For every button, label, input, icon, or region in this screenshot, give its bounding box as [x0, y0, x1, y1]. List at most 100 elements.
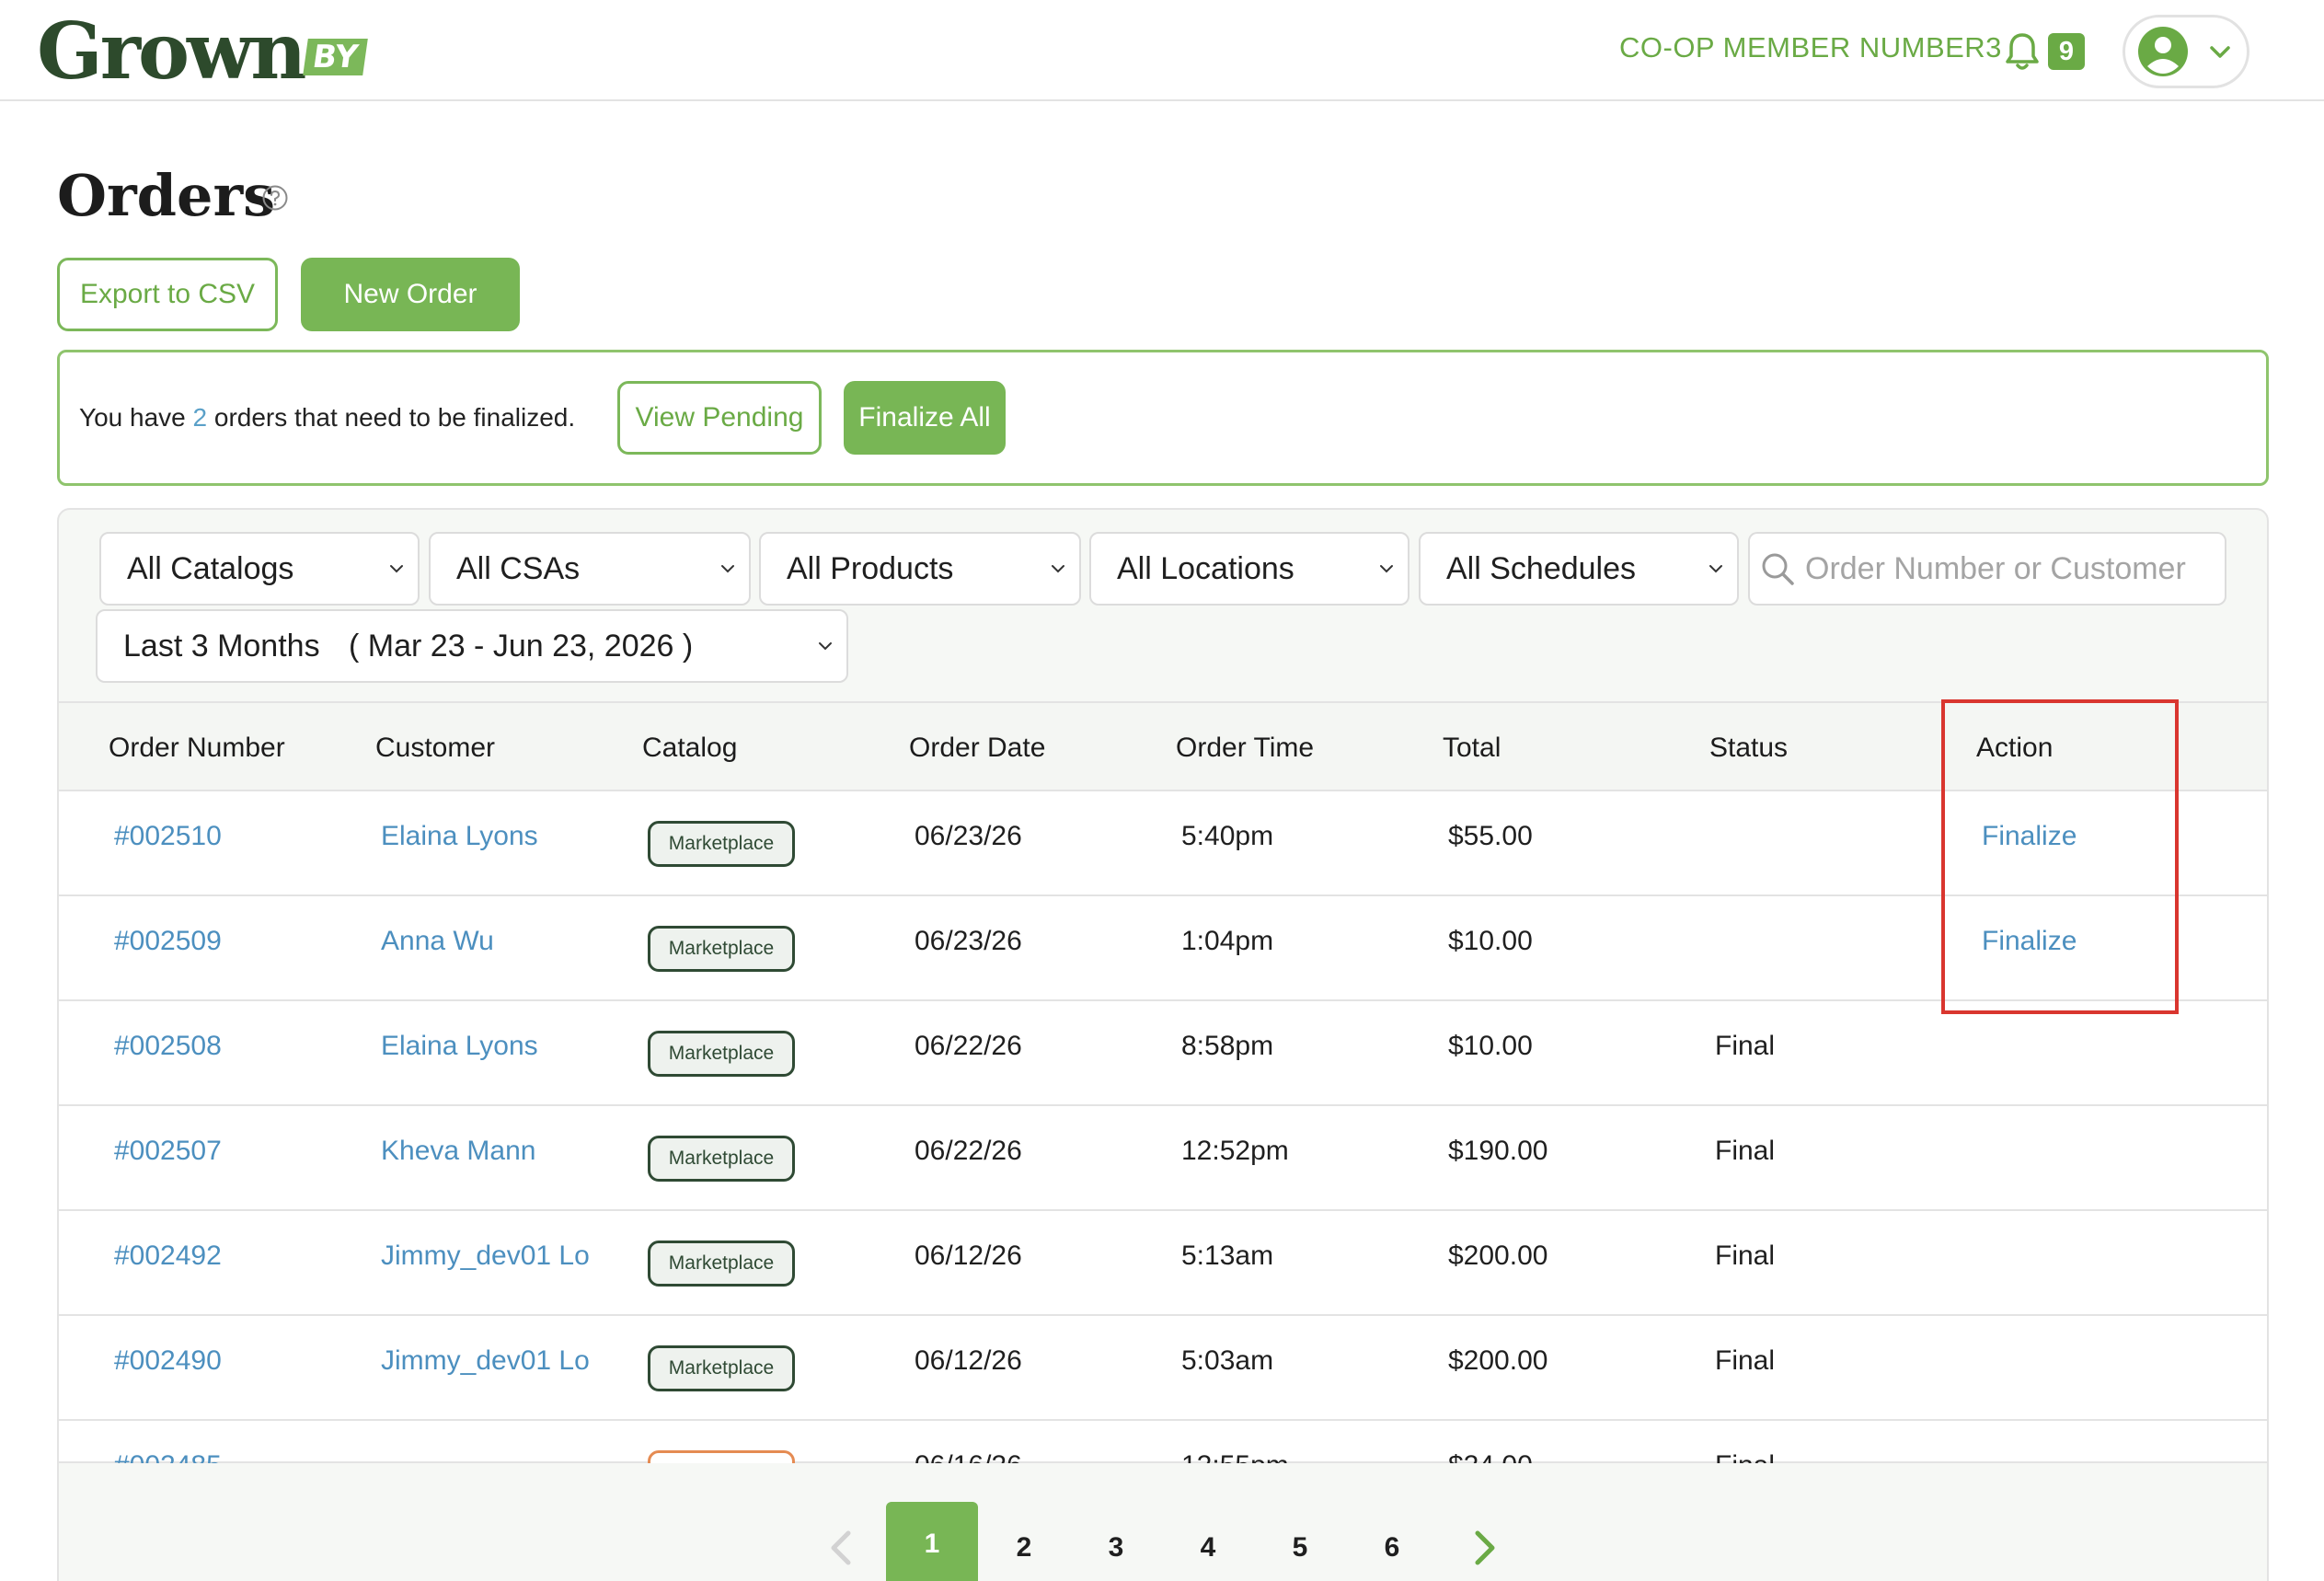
catalog-badge: Marketplace	[648, 1031, 795, 1077]
schedule-filter-select[interactable]: All Schedules	[1419, 532, 1739, 606]
order-time: 12:55pm	[1181, 1450, 1289, 1463]
page-1-button[interactable]: 1	[886, 1502, 978, 1581]
csa-filter-select[interactable]: All CSAs	[429, 532, 751, 606]
new-order-button[interactable]: New Order	[301, 258, 520, 331]
customer-link[interactable]: Jimmy_dev01 Lo	[381, 1241, 590, 1271]
next-page-icon[interactable]	[1468, 1528, 1501, 1568]
notification-count-badge[interactable]: 9	[2048, 33, 2085, 70]
export-csv-button[interactable]: Export to CSV	[57, 258, 278, 331]
order-number-link[interactable]: #002485	[114, 1450, 222, 1463]
order-status: Final	[1715, 1031, 1776, 1061]
page-6-button[interactable]: 6	[1384, 1532, 1400, 1563]
order-status: Final	[1715, 1345, 1776, 1376]
table-row	[59, 791, 2267, 896]
finalize-notice-banner	[57, 350, 2269, 486]
order-date: 06/22/26	[915, 1136, 1022, 1166]
order-time: 5:40pm	[1181, 821, 1274, 851]
logo-wordmark: Grown	[37, 6, 306, 97]
top-header	[0, 0, 2324, 101]
column-header-status[interactable]: Status	[1709, 733, 1789, 763]
view-pending-button[interactable]: View Pending	[617, 381, 822, 455]
customer-link[interactable]: Kheva Mann	[381, 1136, 536, 1166]
member-name[interactable]: CO-OP MEMBER NUMBER3	[1619, 31, 2002, 63]
location-filter-value: All Locations	[1117, 551, 1294, 586]
page-5-button[interactable]: 5	[1292, 1532, 1308, 1563]
notice-text-before: You have	[79, 403, 193, 432]
order-date: 06/12/26	[915, 1345, 1022, 1376]
table-row	[59, 1316, 2267, 1421]
order-number-link[interactable]: #002510	[114, 821, 222, 851]
order-status: Final	[1715, 1136, 1776, 1166]
page-3-button[interactable]: 3	[1108, 1532, 1124, 1563]
column-header-catalog[interactable]: Catalog	[642, 733, 738, 763]
chevron-down-icon	[1052, 565, 1064, 573]
column-header-customer[interactable]: Customer	[375, 733, 496, 763]
customer-link[interactable]: Anna Wu	[381, 926, 494, 956]
order-total: $200.00	[1448, 1241, 1548, 1271]
order-number-link[interactable]: #002492	[114, 1241, 222, 1271]
column-header-order-number[interactable]: Order Number	[109, 733, 285, 763]
previous-page-icon[interactable]	[824, 1528, 857, 1568]
catalog-filter-select[interactable]: All Catalogs	[99, 532, 420, 606]
table-row	[59, 1211, 2267, 1316]
logo-by-tag: BY	[303, 39, 368, 75]
order-date: 06/16/26	[915, 1450, 1022, 1463]
grownby-logo[interactable]: Grown BY	[37, 6, 368, 97]
order-date: 06/22/26	[915, 1031, 1022, 1061]
action-column-highlight	[1941, 699, 2179, 1014]
chevron-down-icon	[1709, 565, 1722, 573]
bell-icon[interactable]	[2004, 31, 2041, 72]
table-row-partial	[59, 1421, 2267, 1463]
chevron-down-icon	[721, 565, 734, 573]
location-filter-select[interactable]: All Locations	[1089, 532, 1409, 606]
finalize-all-button[interactable]: Finalize All	[844, 381, 1006, 455]
column-header-order-time[interactable]: Order Time	[1176, 733, 1315, 763]
product-filter-select[interactable]: All Products	[759, 532, 1081, 606]
partial-row-clip: #002485 06/16/26 12:55pm $24.00 Final	[59, 1421, 2267, 1463]
table-row	[59, 896, 2267, 1001]
customer-link[interactable]: Elaina Lyons	[381, 1031, 538, 1061]
order-total: $55.00	[1448, 821, 1533, 851]
order-number-link[interactable]: #002490	[114, 1345, 222, 1376]
customer-link[interactable]: Jimmy_dev01 Lo	[381, 1345, 590, 1376]
date-range-select[interactable]: Last 3 Months ( Mar 23 - Jun 23, 2026 )	[96, 609, 848, 683]
product-filter-value: All Products	[787, 551, 954, 586]
csa-filter-value: All CSAs	[456, 551, 581, 586]
order-date: 06/23/26	[915, 926, 1022, 956]
chevron-down-icon	[390, 565, 403, 573]
order-time: 5:13am	[1181, 1241, 1274, 1271]
user-avatar-icon	[2138, 27, 2188, 76]
column-header-order-date[interactable]: Order Date	[909, 733, 1046, 763]
order-total: $24.00	[1448, 1450, 1533, 1463]
table-row	[59, 1106, 2267, 1211]
order-number-link[interactable]: #002509	[114, 926, 222, 956]
finalize-link[interactable]: Finalize	[1982, 926, 2077, 956]
page-2-button[interactable]: 2	[1016, 1532, 1032, 1563]
order-total: $190.00	[1448, 1136, 1548, 1166]
finalize-notice-text: You have 2 orders that need to be finali…	[79, 403, 575, 433]
order-number-link[interactable]: #002508	[114, 1031, 222, 1061]
order-time: 8:58pm	[1181, 1031, 1274, 1061]
page-4-button[interactable]: 4	[1200, 1532, 1216, 1563]
order-search-input[interactable]	[1805, 537, 2219, 600]
chevron-down-icon	[819, 642, 832, 651]
order-status: Final	[1715, 1241, 1776, 1271]
help-icon[interactable]	[261, 184, 289, 212]
customer-link[interactable]: Elaina Lyons	[381, 821, 538, 851]
schedule-filter-value: All Schedules	[1446, 551, 1637, 586]
order-number-link[interactable]: #002507	[114, 1136, 222, 1166]
column-header-action: Action	[1976, 733, 2054, 763]
orders-table-header	[59, 701, 2267, 791]
order-status: Final	[1715, 1450, 1775, 1463]
table-row	[59, 1001, 2267, 1106]
catalog-badge: Marketplace	[648, 1345, 795, 1391]
search-icon	[1762, 553, 1794, 585]
page-title: Orders	[57, 162, 276, 229]
finalize-link[interactable]: Finalize	[1982, 821, 2077, 851]
catalog-badge: Marketplace	[648, 926, 795, 972]
catalog-filter-value: All Catalogs	[127, 551, 294, 586]
pagination-bar	[59, 1463, 2267, 1581]
order-total: $10.00	[1448, 1031, 1533, 1061]
order-time: 5:03am	[1181, 1345, 1274, 1376]
column-header-total[interactable]: Total	[1443, 733, 1501, 763]
